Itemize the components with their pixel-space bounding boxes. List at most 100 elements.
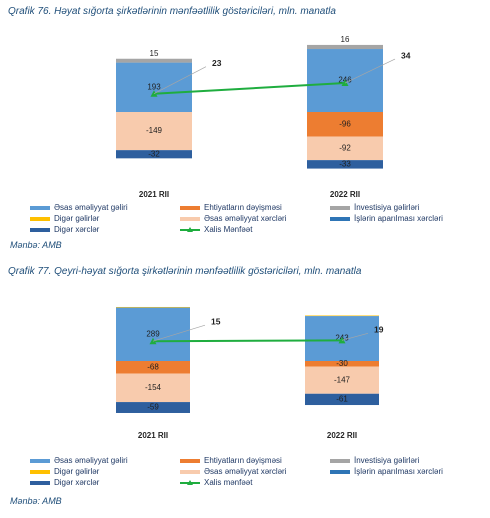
chart-77-title: Qrafik 77. Qeyri-həyat sığorta şirkətlər… bbox=[8, 266, 362, 277]
legend-swatch bbox=[30, 480, 50, 485]
legend-label: İnvestisiya gəlirləri bbox=[354, 203, 420, 212]
data-label: -33 bbox=[339, 159, 351, 168]
data-label: -32 bbox=[148, 149, 160, 158]
legend-swatch bbox=[180, 479, 200, 485]
chart-77-source: Mənbə: AMB bbox=[10, 496, 62, 506]
net-profit-label: 23 bbox=[212, 58, 222, 68]
legend-item: Xalis mənfəət bbox=[180, 478, 252, 487]
chart-77-legend: Əsas əməliyyat gəliri Ehtiyatların dəyişm… bbox=[30, 456, 470, 490]
bar-segment bbox=[116, 361, 190, 374]
legend-label: İnvestisiya gəlirləri bbox=[354, 456, 420, 465]
legend-label: Digər xərclər bbox=[54, 478, 100, 487]
data-label: -68 bbox=[147, 362, 159, 371]
legend-item: Ehtiyatların dəyişməsi bbox=[180, 203, 282, 212]
legend-label: Digər xərclər bbox=[54, 225, 100, 234]
data-label: -96 bbox=[339, 119, 351, 128]
legend-item: Xalis Mənfəət bbox=[180, 225, 252, 234]
bar-segment bbox=[307, 160, 383, 169]
legend-swatch bbox=[180, 205, 200, 210]
leader-line bbox=[152, 324, 206, 342]
data-label: -149 bbox=[146, 126, 163, 135]
legend-label: Xalis Mənfəət bbox=[204, 225, 253, 234]
bar-segment bbox=[307, 112, 383, 137]
legend-item: Digər gəlirlər bbox=[30, 214, 99, 223]
data-label: 193 bbox=[147, 82, 161, 91]
legend-swatch bbox=[180, 458, 200, 463]
chart-76-title: Qrafik 76. Həyat sığorta şirkətlərinin m… bbox=[8, 6, 336, 17]
net-profit-line bbox=[153, 82, 346, 95]
legend-label: İşlərin aparılması xərcləri bbox=[354, 214, 443, 223]
category-label: 2022 RII bbox=[327, 431, 357, 440]
legend-swatch bbox=[30, 469, 50, 474]
legend-item: İşlərin aparılması xərcləri bbox=[330, 467, 443, 476]
data-label: 16 bbox=[341, 35, 350, 44]
legend-label: Digər gəlirlər bbox=[54, 214, 100, 223]
data-label: -61 bbox=[336, 394, 348, 403]
legend-item: İşlərin aparılması xərcləri bbox=[330, 214, 443, 223]
legend-label: Əsas əməliyyat gəliri bbox=[54, 203, 128, 212]
data-label: 15 bbox=[150, 49, 159, 58]
data-label: -147 bbox=[334, 375, 351, 384]
leader-line bbox=[153, 66, 207, 95]
bar-segment bbox=[116, 58, 192, 63]
legend-item: Digər xərclər bbox=[30, 478, 99, 487]
bar-segment bbox=[116, 373, 190, 403]
chart-76-legend: Əsas əməliyyat gəliri Ehtiyatların dəyişm… bbox=[30, 203, 470, 237]
category-label: 2022 RII bbox=[330, 190, 360, 199]
data-label: -59 bbox=[147, 403, 159, 412]
legend-label: Ehtiyatların dəyişməsi bbox=[204, 456, 282, 465]
net-profit-line bbox=[152, 339, 343, 343]
net-profit-label: 15 bbox=[211, 316, 221, 326]
leader-line bbox=[344, 58, 396, 84]
legend-item: Əsas əməliyyat xərcləri bbox=[180, 214, 286, 223]
legend-swatch bbox=[30, 458, 50, 463]
bar-segment bbox=[305, 315, 379, 317]
legend-label: İşlərin aparılması xərcləri bbox=[354, 467, 443, 476]
net-profit-label: 19 bbox=[374, 325, 384, 335]
legend-item: İnvestisiya gəlirləri bbox=[330, 203, 419, 212]
category-label: 2021 RII bbox=[138, 431, 168, 440]
legend-item: Əsas əməliyyat gəliri bbox=[30, 456, 128, 465]
bar-segment bbox=[305, 393, 379, 406]
legend-swatch bbox=[330, 458, 350, 463]
bar-segment bbox=[116, 402, 190, 413]
legend-item: Ehtiyatların dəyişməsi bbox=[180, 456, 282, 465]
legend-swatch bbox=[330, 205, 350, 210]
legend-label: Əsas əməliyyat xərcləri bbox=[204, 214, 287, 223]
legend-swatch bbox=[330, 216, 350, 221]
legend-swatch bbox=[30, 227, 50, 232]
leader-line bbox=[341, 332, 369, 341]
legend-swatch bbox=[30, 205, 50, 210]
bar-segment bbox=[116, 307, 190, 361]
data-label: -92 bbox=[339, 143, 351, 152]
bar-segment bbox=[305, 361, 379, 367]
legend-item: İnvestisiya gəlirləri bbox=[330, 456, 419, 465]
legend-label: Digər gəlirlər bbox=[54, 467, 100, 476]
legend-swatch bbox=[180, 216, 200, 221]
legend-item: Digər xərclər bbox=[30, 225, 99, 234]
legend-label: Ehtiyatların dəyişməsi bbox=[204, 203, 282, 212]
net-profit-label: 34 bbox=[401, 50, 411, 60]
legend-swatch bbox=[180, 469, 200, 474]
chart-76-source: Mənbə: AMB bbox=[10, 240, 62, 250]
bar-segment bbox=[305, 366, 379, 394]
legend-item: Digər gəlirlər bbox=[30, 467, 99, 476]
category-label: 2021 RII bbox=[139, 190, 169, 199]
legend-item: Əsas əməliyyat xərcləri bbox=[180, 467, 286, 476]
data-label: -30 bbox=[336, 359, 348, 368]
legend-label: Əsas əməliyyat xərcləri bbox=[204, 467, 287, 476]
legend-swatch bbox=[330, 469, 350, 474]
bar-segment bbox=[116, 112, 192, 151]
data-label: 289 bbox=[146, 329, 160, 338]
data-label: -154 bbox=[145, 383, 162, 392]
bar-segment bbox=[116, 62, 192, 112]
legend-label: Xalis mənfəət bbox=[204, 478, 253, 487]
bar-segment bbox=[307, 136, 383, 161]
legend-label: Əsas əməliyyat gəliri bbox=[54, 456, 128, 465]
legend-swatch bbox=[180, 226, 200, 232]
bar-segment bbox=[307, 44, 383, 50]
legend-item: Əsas əməliyyat gəliri bbox=[30, 203, 128, 212]
bar-segment bbox=[116, 306, 190, 308]
